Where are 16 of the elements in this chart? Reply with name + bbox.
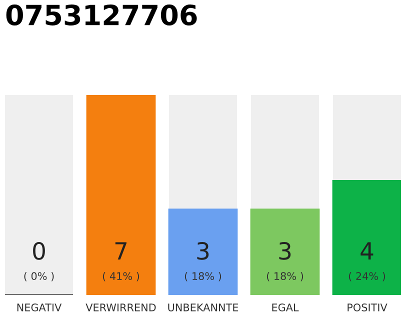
data-label: 3 xyxy=(279,242,291,260)
annotation: ( 18% ) xyxy=(184,272,222,282)
x-tick-label: POSITIV xyxy=(348,304,388,312)
x-tick-label: UNBEKANNTE xyxy=(168,304,238,312)
x-tick-label: VERWIRREND xyxy=(86,304,156,312)
annotation: ( 24% ) xyxy=(348,272,386,282)
x-tick-label: NEGATIV xyxy=(17,304,62,312)
data-label: 7 xyxy=(115,242,126,260)
data-label: 0 xyxy=(33,242,45,260)
annotation: ( 41% ) xyxy=(102,272,140,282)
annotation: ( 18% ) xyxy=(266,272,304,282)
chart-title: 0753127706 xyxy=(6,4,197,26)
data-label: 3 xyxy=(197,242,209,260)
x-tick-label: EGAL xyxy=(272,304,299,312)
data-label: 4 xyxy=(360,242,374,260)
annotation: ( 0% ) xyxy=(24,272,54,282)
